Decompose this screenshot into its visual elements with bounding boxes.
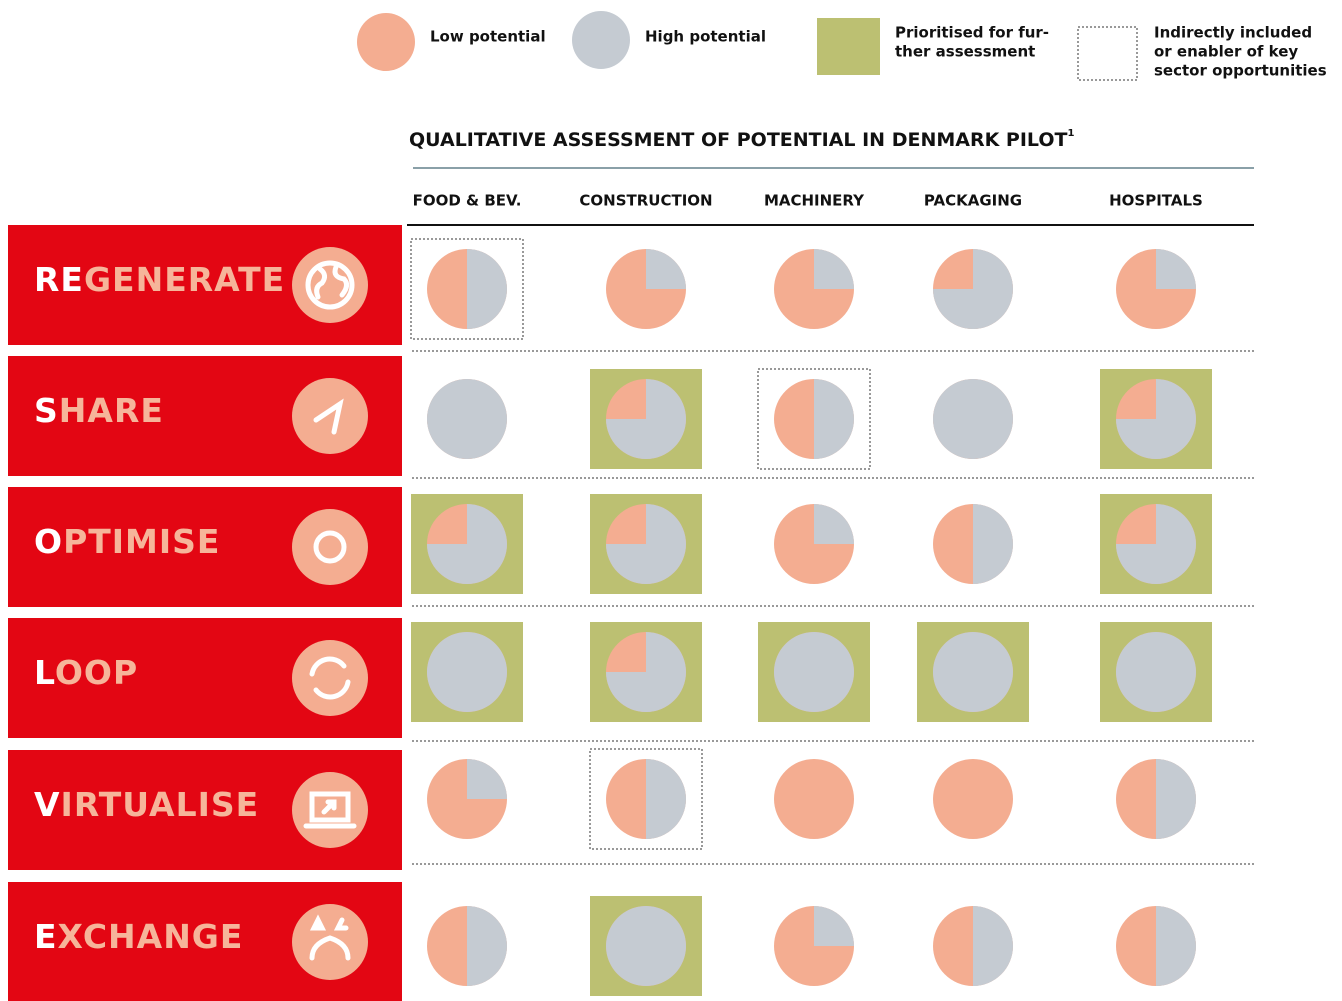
pie-high xyxy=(932,632,1013,712)
pie-high xyxy=(973,504,1013,584)
pie-high xyxy=(814,379,854,459)
row-label: OPTIMISE xyxy=(34,522,220,561)
pie-high xyxy=(467,759,507,799)
pie-high xyxy=(606,379,686,459)
row-initial: O xyxy=(34,522,63,561)
footnote: 1 xyxy=(1067,128,1074,139)
row-label: LOOP xyxy=(34,653,138,692)
column-header: FOOD & BEV. xyxy=(413,192,522,210)
pie-high xyxy=(467,906,507,986)
pie-high xyxy=(467,249,507,329)
pie-low xyxy=(774,759,854,839)
row-initial: S xyxy=(34,391,59,430)
row-label: EXCHANGE xyxy=(34,917,243,956)
legend-low: Low potential xyxy=(430,28,546,46)
row-initial: RE xyxy=(34,260,84,299)
pie-high xyxy=(646,759,686,839)
legend-low-swatch xyxy=(357,13,415,71)
pie-high xyxy=(426,379,507,459)
pie-high xyxy=(606,632,686,712)
row-icon xyxy=(305,260,355,310)
pie-high xyxy=(933,249,1013,329)
row-rest: XCHANGE xyxy=(58,917,244,956)
row-rest: OOP xyxy=(55,653,138,692)
row-initial: E xyxy=(34,917,58,956)
column-header: PACKAGING xyxy=(924,192,1022,210)
pie-high xyxy=(1115,632,1196,712)
row-rest: IRTUALISE xyxy=(61,785,260,824)
pie-low xyxy=(933,759,1013,839)
legend-indirect: sector opportunities xyxy=(1154,62,1327,80)
row-icon xyxy=(313,398,344,435)
row-icon-bg xyxy=(292,904,368,980)
pie-high xyxy=(932,379,1013,459)
row-icon-bg xyxy=(292,378,368,454)
legend-indirect: Indirectly included xyxy=(1154,24,1312,42)
row-icon xyxy=(303,791,357,829)
legend-indirect-swatch xyxy=(1077,26,1138,81)
indirect-box xyxy=(757,368,871,470)
indirect-box xyxy=(589,748,703,850)
pie-high xyxy=(646,249,686,289)
pie-high xyxy=(427,504,507,584)
pie-high xyxy=(814,504,854,544)
legend-prioritised-swatch xyxy=(817,18,880,75)
row-initial: L xyxy=(34,653,55,692)
row-icon-bg xyxy=(292,772,368,848)
pie-high xyxy=(814,906,854,946)
pie-high xyxy=(426,632,507,712)
legend-high-swatch xyxy=(572,11,630,69)
title: QUALITATIVE ASSESSMENT OF POTENTIAL IN D… xyxy=(409,128,1074,151)
row-rest: PTIMISE xyxy=(63,522,220,561)
row-rest: HARE xyxy=(59,391,164,430)
indirect-box xyxy=(410,238,524,340)
pie-high xyxy=(1156,249,1196,289)
legend-indirect: or enabler of key xyxy=(1154,43,1298,61)
pie-high xyxy=(814,249,854,289)
legend: Low potential High potential Prioritised f… xyxy=(357,11,1327,81)
row-label: SHARE xyxy=(34,391,164,430)
row-label: REGENERATE xyxy=(34,260,285,299)
row-icon-bg xyxy=(292,640,368,716)
row-icon xyxy=(309,914,351,961)
legend-prioritised: ther assessment xyxy=(895,43,1035,61)
row-initial: V xyxy=(34,785,61,824)
column-header: MACHINERY xyxy=(764,192,865,210)
row-rest: GENERATE xyxy=(84,260,285,299)
pie-high xyxy=(605,906,686,986)
legend-prioritised: Prioritised for fur- xyxy=(895,24,1049,42)
pie-high xyxy=(973,906,1013,986)
pie-high xyxy=(1156,906,1196,986)
title-text: QUALITATIVE ASSESSMENT OF POTENTIAL IN D… xyxy=(409,129,1068,151)
column-header: HOSPITALS xyxy=(1109,192,1203,210)
legend-high: High potential xyxy=(645,28,766,46)
row-icon-bg xyxy=(292,247,368,323)
row-label: VIRTUALISE xyxy=(34,785,259,824)
column-header: CONSTRUCTION xyxy=(579,192,712,210)
pie-high xyxy=(1116,504,1196,584)
row-icon xyxy=(309,656,351,700)
pie-high xyxy=(1116,379,1196,459)
pie-high xyxy=(1156,759,1196,839)
row-icon xyxy=(313,530,347,564)
row-icon-bg xyxy=(292,509,368,585)
pie-high xyxy=(773,632,854,712)
pie-high xyxy=(606,504,686,584)
